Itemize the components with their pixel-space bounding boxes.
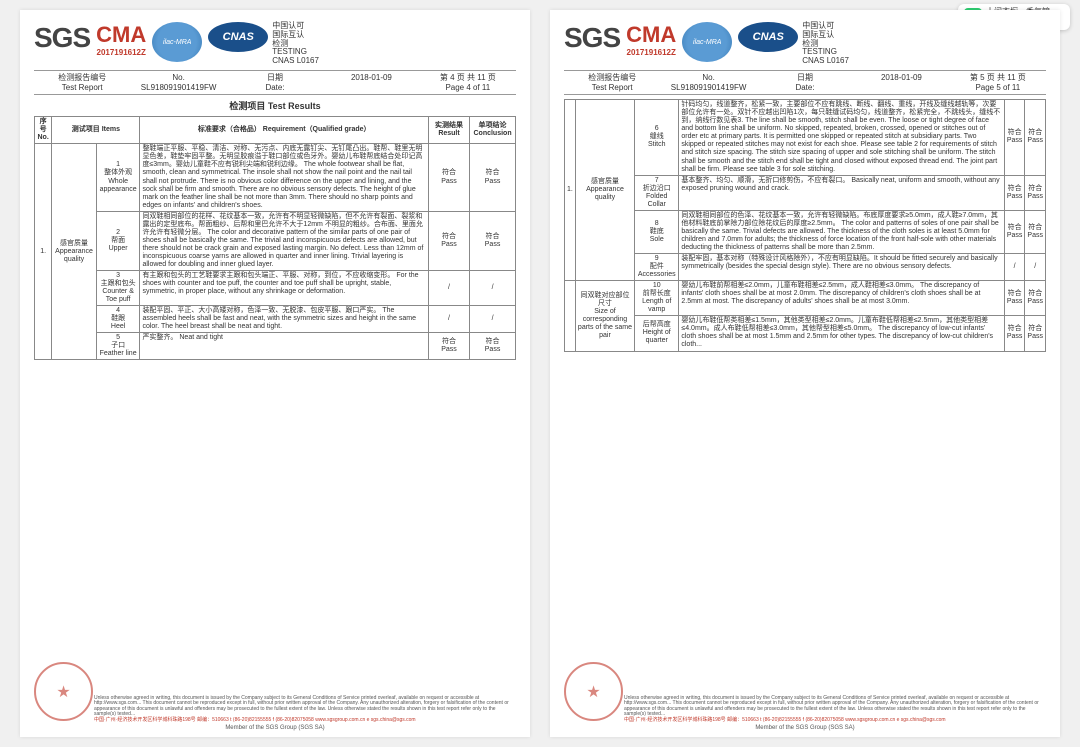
cnas-logo: CNAS xyxy=(208,22,268,66)
seal-stamp: ★ xyxy=(34,662,93,721)
cnas-caption: 中国认可 国际互认 检测 TESTING CNAS L0167 xyxy=(802,22,849,66)
cnas-logo: CNAS xyxy=(738,22,798,66)
sgs-logo: SGS xyxy=(34,22,90,54)
report-page-5: SGS CMA 2017191612Z ilac-MRA CNAS 中国认可 国… xyxy=(550,10,1060,737)
seal-stamp: ★ xyxy=(564,662,623,721)
ilac-logo: ilac-MRA xyxy=(152,22,202,62)
cnas-caption: 中国认可 国际互认 检测 TESTING CNAS L0167 xyxy=(272,22,319,66)
report-header: 检测报告编号 Test Report No. SL918091901419FW … xyxy=(34,70,516,95)
page-footer: ★ Unless otherwise agreed in writing, th… xyxy=(564,692,1046,732)
ilac-logo: ilac-MRA xyxy=(682,22,732,62)
logo-row: SGS CMA 2017191612Z ilac-MRA CNAS 中国认可 国… xyxy=(34,22,516,66)
cma-logo: CMA 2017191612Z xyxy=(626,22,676,57)
results-title: 检测项目 Test Results xyxy=(34,99,516,112)
logo-row: SGS CMA 2017191612Z ilac-MRA CNAS 中国认可 国… xyxy=(564,22,1046,66)
sgs-logo: SGS xyxy=(564,22,620,54)
page-footer: ★ Unless otherwise agreed in writing, th… xyxy=(34,692,516,732)
cma-logo: CMA 2017191612Z xyxy=(96,22,146,57)
results-table-p4: 序号 No. 测试项目 Items 标准要求（合格品） Requirement（… xyxy=(34,116,516,360)
results-table-p5: 1. 感官质量Appearance quality 6缝线Stitch 针码均匀… xyxy=(564,99,1046,351)
report-page-4: SGS CMA 2017191612Z ilac-MRA CNAS 中国认可 国… xyxy=(20,10,530,737)
report-header: 检测报告编号 Test Report No. SL918091901419FW … xyxy=(564,70,1046,95)
